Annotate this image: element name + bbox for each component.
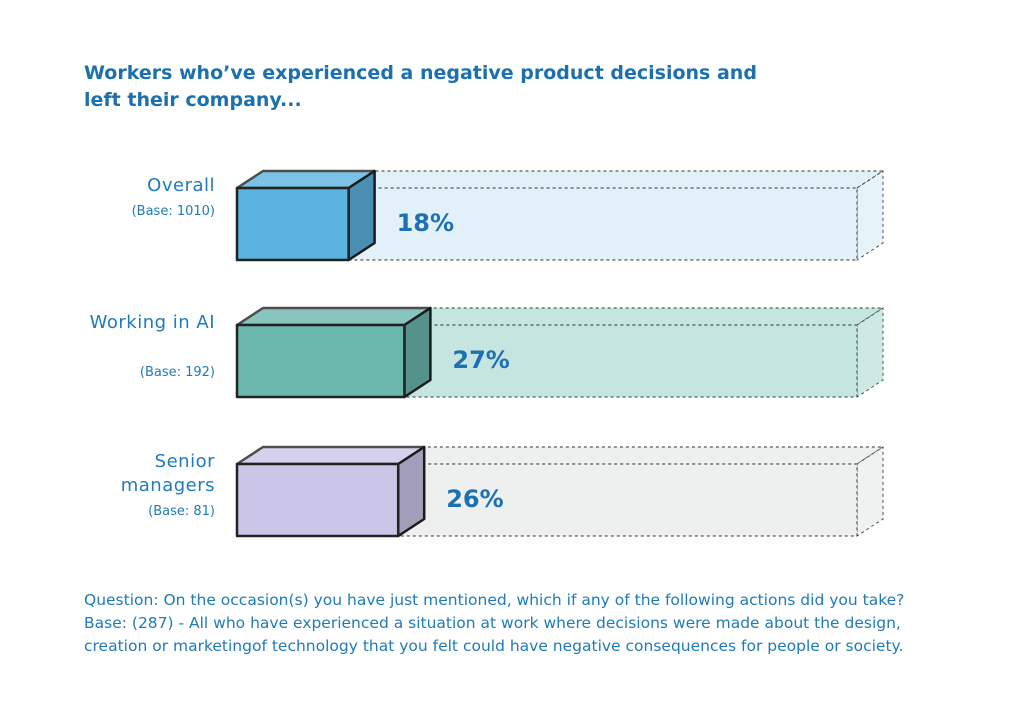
bar-track — [396, 446, 885, 465]
footnote: Question: On the occasion(s) you have ju… — [84, 591, 905, 655]
bar — [235, 462, 400, 538]
base-label: (Base: 1010) — [131, 204, 215, 219]
bar — [235, 323, 406, 399]
category-label: Overall — [147, 175, 215, 196]
value-label: 27% — [452, 346, 509, 374]
bar-track — [403, 324, 858, 398]
bar — [403, 306, 432, 399]
category-label: Senior managers — [120, 451, 215, 496]
bar — [235, 306, 432, 327]
base-label: (Base: 192) — [139, 365, 215, 380]
category-label: Working in AI — [89, 312, 215, 333]
bar — [396, 445, 426, 538]
bar-track — [402, 307, 885, 326]
value-label: 26% — [446, 485, 503, 513]
base-label: (Base: 81) — [148, 504, 215, 519]
bar — [235, 445, 426, 466]
bar-track — [346, 170, 885, 189]
value-label: 18% — [397, 209, 454, 237]
chart-title: Workers who’ve experienced a negative pr… — [84, 62, 757, 111]
bar — [235, 186, 350, 262]
bar-track — [397, 463, 858, 537]
bar — [347, 169, 376, 262]
